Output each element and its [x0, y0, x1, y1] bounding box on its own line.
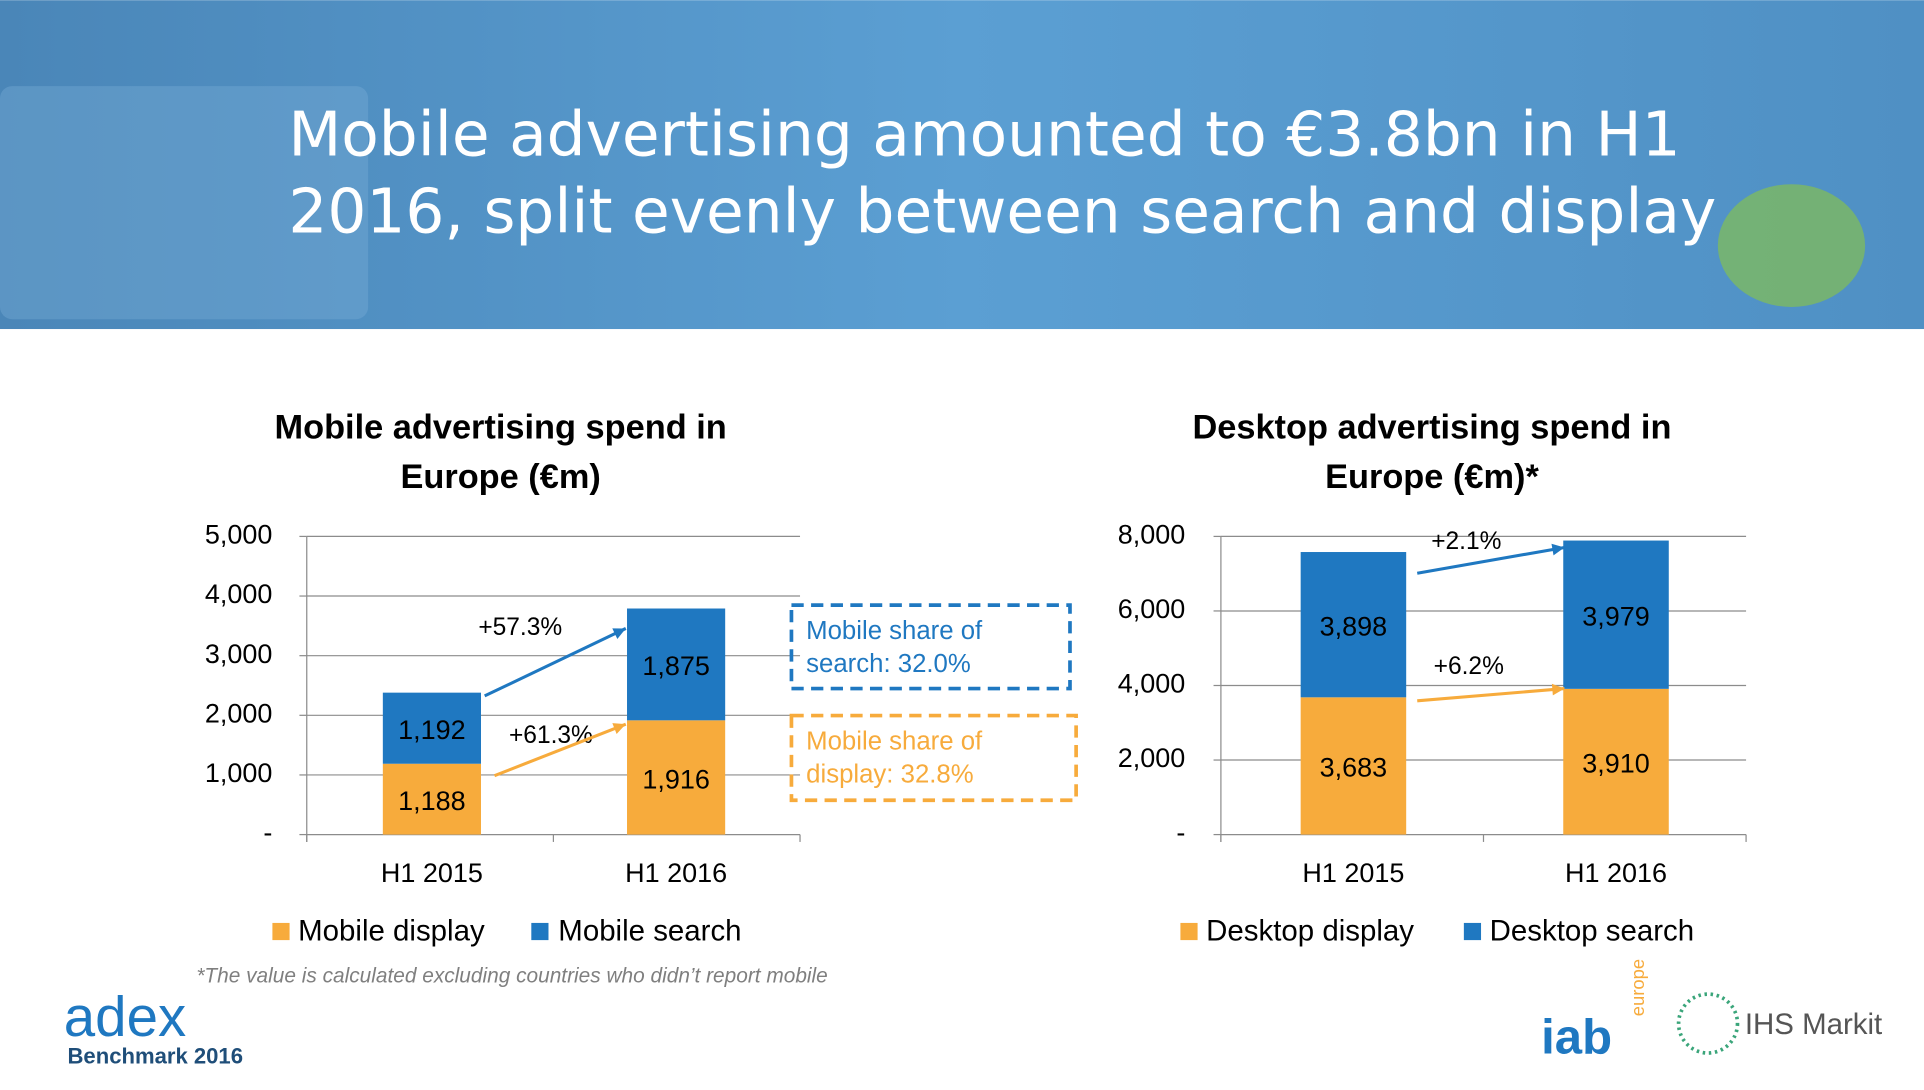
note-text: search: 32.0% [806, 650, 971, 678]
chart-title: Europe (€m)* [1325, 458, 1539, 496]
note-text: Mobile share of [806, 727, 983, 755]
legend-label: Desktop display [1206, 915, 1414, 948]
logo-adex: adex [64, 985, 186, 1048]
bar-segment [382, 692, 481, 764]
logo-benchmark: Benchmark 2016 [67, 1044, 243, 1069]
header-title: Mobile advertising amounted to €3.8bn in… [288, 99, 1680, 170]
y-tick-label: 6,000 [1118, 594, 1186, 624]
y-tick-label: 8,000 [1118, 520, 1186, 550]
note-text: Mobile share of [806, 617, 983, 645]
logo-europe: europe [1627, 959, 1648, 1016]
chart-title: Mobile advertising spend in [274, 409, 726, 447]
arrow-head [1551, 543, 1565, 556]
legend-swatch [1463, 922, 1482, 941]
bar-segment [627, 720, 726, 835]
value-label: 1,916 [642, 764, 710, 794]
arrow-head [612, 723, 626, 735]
logo-ihs: IHS Markit [1745, 1008, 1882, 1041]
note-box [789, 603, 1072, 691]
bar-segment [627, 608, 726, 721]
annotation: +6.2% [1434, 653, 1504, 680]
note-text: display: 32.8% [806, 760, 973, 788]
value-label: 1,188 [398, 786, 466, 816]
keyboard-decor [0, 86, 369, 320]
chart-title: Europe (€m) [400, 458, 600, 496]
annotation: +61.3% [509, 722, 593, 749]
y-tick-label: 4,000 [205, 579, 273, 609]
x-tick-label: H1 2015 [1302, 858, 1404, 888]
annotation-arrow [493, 722, 627, 778]
watch-decor [1717, 184, 1866, 307]
x-tick-label: H1 2016 [625, 858, 727, 888]
y-tick-label: 2,000 [1118, 743, 1186, 773]
bar-segment [1300, 697, 1407, 835]
y-tick-label: 3,000 [205, 639, 273, 669]
annotation: +2.1% [1431, 528, 1501, 555]
bar-segment [1563, 688, 1669, 835]
annotation-arrow [1417, 687, 1565, 703]
logo-iab: iab [1541, 1011, 1612, 1065]
header-band [0, 0, 1924, 330]
value-label: 3,979 [1582, 602, 1650, 632]
value-label: 3,898 [1320, 611, 1388, 641]
arrow-head [612, 628, 626, 639]
y-tick-label: 2,000 [205, 698, 273, 728]
note-box [789, 713, 1078, 803]
chart-title: Desktop advertising spend in [1192, 409, 1671, 447]
y-tick-label: 4,000 [1118, 669, 1186, 699]
header-title: 2016, split evenly between search and di… [288, 177, 1716, 248]
legend-swatch [531, 922, 549, 941]
legend-swatch [272, 922, 290, 941]
x-tick-label: H1 2016 [1565, 858, 1667, 888]
annotation-arrow [484, 627, 627, 698]
x-tick-label: H1 2015 [381, 858, 483, 888]
value-label: 1,875 [642, 651, 710, 681]
y-tick-label: - [263, 818, 272, 848]
legend-swatch [1180, 922, 1198, 941]
y-tick-label: 5,000 [205, 520, 273, 550]
footnote: *The value is calculated excluding count… [196, 964, 827, 987]
legend-label: Mobile display [298, 915, 485, 948]
value-label: 1,192 [398, 715, 466, 745]
arrow-head [1551, 683, 1565, 696]
bar-segment [1300, 552, 1407, 698]
bar-segment [1563, 540, 1669, 689]
legend-label: Desktop search [1490, 915, 1695, 948]
logo-ihs-mark [1676, 992, 1740, 1055]
annotation: +57.3% [478, 614, 562, 641]
annotation-arrow [1416, 545, 1565, 575]
legend-label: Mobile search [558, 915, 741, 948]
value-label: 3,910 [1582, 749, 1650, 779]
bar-segment [382, 763, 481, 835]
value-label: 3,683 [1320, 753, 1388, 783]
y-tick-label: - [1176, 818, 1185, 848]
y-tick-label: 1,000 [205, 758, 273, 788]
